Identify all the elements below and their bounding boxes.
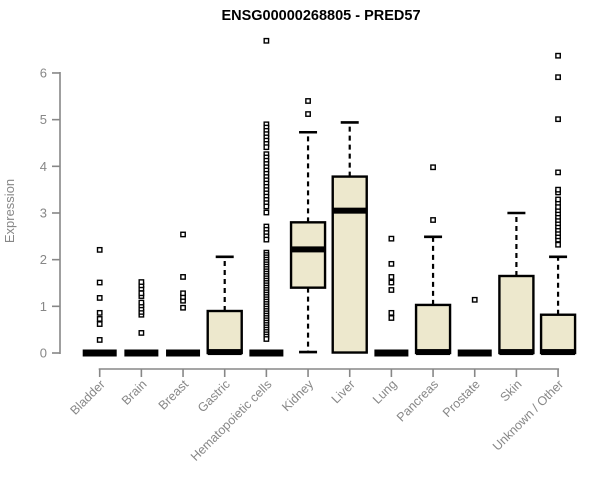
outlier-point xyxy=(555,196,561,203)
outlier-point xyxy=(388,274,395,280)
chart-title: ENSG00000268805 - PRED57 xyxy=(221,8,420,24)
outlier-point xyxy=(96,316,103,322)
outlier-point xyxy=(471,296,478,303)
median-line xyxy=(416,349,451,356)
box xyxy=(331,175,368,354)
outlier-point xyxy=(555,74,561,81)
outlier-point xyxy=(138,279,145,285)
y-tick-label: 3 xyxy=(40,205,47,220)
outlier-point xyxy=(138,290,145,297)
outlier-point xyxy=(388,279,395,286)
collapsed-box xyxy=(166,349,201,357)
outlier-point xyxy=(180,231,186,238)
outlier-point xyxy=(555,116,561,123)
outlier-point xyxy=(96,279,103,286)
y-tick-label: 2 xyxy=(40,252,47,267)
box xyxy=(414,303,452,355)
box xyxy=(498,274,535,355)
outlier-point xyxy=(263,203,270,210)
x-tick-label: Unknown / Other xyxy=(490,377,566,453)
outlier-point xyxy=(555,186,561,193)
outlier-point xyxy=(96,337,103,343)
collapsed-box xyxy=(249,349,284,357)
outlier-point xyxy=(388,260,395,267)
outlier-point xyxy=(555,241,561,248)
x-tick-label: Hematopoietic cells xyxy=(188,377,275,464)
outlier-point xyxy=(430,217,436,223)
collapsed-box xyxy=(124,349,159,357)
x-tick-label: Kidney xyxy=(279,377,316,414)
outlier-point xyxy=(263,144,270,151)
median-line xyxy=(499,349,534,356)
outlier-point xyxy=(263,336,270,342)
x-tick-label: Pancreas xyxy=(394,377,441,424)
median-line xyxy=(291,246,326,253)
outlier-point xyxy=(388,315,395,321)
outlier-point xyxy=(263,209,270,216)
median-line xyxy=(541,349,576,356)
y-tick-label: 5 xyxy=(40,112,47,127)
outlier-point xyxy=(96,246,103,253)
x-tick-label: Lung xyxy=(370,377,400,407)
outlier-point xyxy=(180,274,186,280)
y-tick-label: 0 xyxy=(40,346,47,361)
y-tick-label: 6 xyxy=(40,65,47,80)
collapsed-box xyxy=(82,349,117,357)
x-tick-label: Skin xyxy=(497,377,524,404)
outlier-point xyxy=(263,37,270,44)
box xyxy=(539,313,577,355)
outlier-point xyxy=(180,304,186,311)
outlier-point xyxy=(96,295,103,301)
outlier-point xyxy=(138,299,145,306)
outlier-point xyxy=(388,287,395,293)
x-tick-label: Liver xyxy=(329,377,358,406)
y-tick-label: 4 xyxy=(40,159,47,174)
outlier-point xyxy=(555,169,561,176)
outlier-point xyxy=(180,290,186,297)
x-tick-label: Prostate xyxy=(440,377,483,420)
median-line xyxy=(332,207,367,214)
x-tick-label: Bladder xyxy=(67,377,107,417)
collapsed-box xyxy=(374,349,409,357)
box xyxy=(289,221,327,289)
x-tick-label: Gastric xyxy=(195,377,233,415)
plot-area: 0 1 2 3 4 5 6 Bladder Brain Breast GastricHematopo… xyxy=(40,37,577,464)
outlier-point xyxy=(388,235,395,242)
outlier-point xyxy=(305,111,311,117)
outlier-point xyxy=(555,52,561,59)
outlier-point xyxy=(96,321,103,327)
outlier-point xyxy=(138,330,145,336)
y-tick-label: 1 xyxy=(40,299,47,314)
y-axis-title: Expression xyxy=(2,179,17,243)
x-tick-label: Brain xyxy=(119,377,150,408)
median-line xyxy=(207,349,242,356)
outlier-point xyxy=(430,164,436,171)
outlier-point xyxy=(263,236,270,243)
outlier-point xyxy=(388,309,395,316)
outlier-point xyxy=(305,98,311,104)
outlier-point xyxy=(96,309,103,316)
box xyxy=(206,309,243,355)
collapsed-box xyxy=(457,349,492,357)
x-tick-label: Breast xyxy=(156,377,192,413)
